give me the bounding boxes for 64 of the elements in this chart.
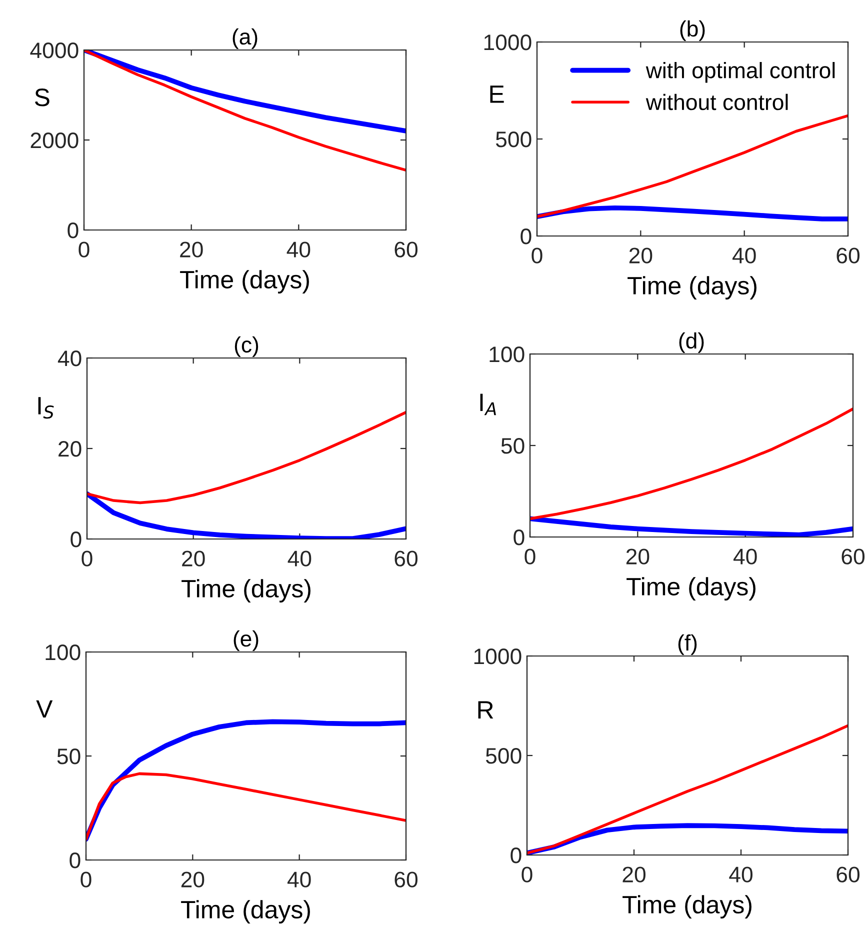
x-tick-label: 60 [836, 248, 860, 264]
y-tick-label: 50 [57, 748, 80, 764]
x-tick-label: 60 [842, 548, 864, 564]
line-series [86, 772, 406, 841]
y-tick-label: 0 [510, 848, 522, 864]
line-series [530, 408, 853, 520]
chart-title: (d) [679, 332, 704, 354]
x-axis-title: Time (days) [181, 900, 310, 924]
legend-label: without control [646, 94, 788, 110]
x-tick-label: 60 [394, 550, 418, 566]
chart-title: (e) [234, 630, 258, 652]
x-tick-label: 40 [286, 242, 310, 258]
x-tick-label: 20 [181, 872, 204, 888]
y-axis-title: R [478, 701, 494, 718]
y-axis-title: S [34, 88, 50, 106]
y-axis-title: V [36, 700, 53, 718]
y-tick-label: 1000 [484, 34, 532, 50]
y-axis-title: I$_{S}$ [38, 397, 54, 419]
x-tick-label: 20 [180, 242, 203, 258]
y-tick-label: 50 [501, 438, 524, 454]
chart-title: (f) [678, 634, 697, 656]
x-tick-label: 40 [287, 872, 311, 888]
y-tick-label: 0 [514, 530, 524, 546]
y-axis-title: I$_{A}$ [480, 394, 496, 416]
y-tick-label: 2000 [30, 132, 78, 148]
x-axis-title: Time (days) [626, 577, 756, 600]
y-tick-label: 4000 [30, 42, 78, 58]
chart-title: (b) [680, 20, 705, 42]
line-series [537, 205, 848, 222]
x-tick-label: 20 [182, 550, 205, 566]
y-tick-label: 0 [520, 228, 532, 244]
x-axis-title: Time (days) [182, 579, 310, 602]
x-tick-label: 20 [629, 248, 652, 264]
y-tick-label: 1000 [474, 648, 522, 664]
y-tick-label: 500 [486, 748, 522, 764]
x-tick-label: 60 [394, 872, 418, 888]
legend-label: with optimal control [646, 62, 835, 83]
x-axis-title: Time (days) [180, 270, 309, 294]
x-tick-label: 0 [82, 550, 92, 566]
x-tick-label: 40 [733, 548, 757, 564]
x-axis-title: Time (days) [628, 276, 756, 300]
y-tick-label: 0 [70, 852, 80, 868]
x-tick-label: 0 [532, 248, 542, 264]
x-tick-label: 40 [288, 550, 312, 566]
y-tick-label: 20 [58, 441, 82, 457]
x-axis-title: Time (days) [622, 895, 752, 918]
y-tick-label: 0 [68, 222, 78, 238]
x-tick-label: 40 [729, 866, 752, 882]
x-tick-label: 0 [80, 872, 92, 888]
x-tick-label: 60 [836, 866, 860, 882]
y-tick-label: 100 [490, 346, 524, 362]
x-tick-label: 40 [732, 248, 756, 264]
x-tick-label: 20 [626, 548, 650, 564]
x-tick-label: 20 [622, 866, 646, 882]
chart-title: (c) [234, 336, 258, 358]
y-tick-label: 0 [70, 532, 82, 548]
y-tick-label: 100 [46, 644, 80, 660]
line-series [87, 410, 406, 504]
line-series [537, 114, 848, 218]
y-tick-label: 500 [496, 132, 532, 148]
y-axis-title: E [490, 86, 504, 103]
x-tick-label: 60 [394, 242, 418, 258]
y-tick-label: 40 [58, 350, 82, 366]
chart-title: (a) [232, 28, 258, 50]
